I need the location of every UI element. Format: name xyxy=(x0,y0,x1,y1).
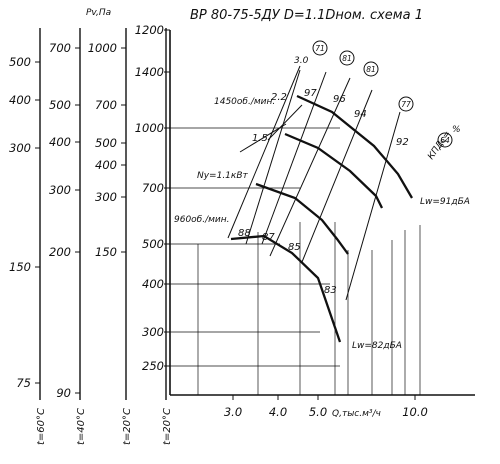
efficiency-circle-label: 81 xyxy=(342,54,352,63)
pressure-curve xyxy=(296,94,413,199)
efficiency-label: 83 xyxy=(324,285,337,296)
y-tick-label: 1200 xyxy=(135,23,164,37)
scale-tick-label: 700 xyxy=(95,98,117,112)
pressure-curve xyxy=(255,182,349,255)
x-tick-label: 3.0 xyxy=(224,405,242,419)
y-tick-label: 700 xyxy=(142,181,164,195)
speed-label: 960об./мин. xyxy=(174,215,230,225)
x-tick-label: 5.0 xyxy=(309,405,327,419)
power-line xyxy=(267,104,303,141)
pressure-curve xyxy=(230,234,342,343)
y-tick-label: 500 xyxy=(142,237,164,251)
pressure-curve xyxy=(284,132,384,209)
x-axis-label: Q,тыс.м³/ч xyxy=(332,409,381,419)
efficiency-circle xyxy=(398,96,414,112)
efficiency-circle-label: 64 xyxy=(440,136,450,145)
efficiency-circle-label: 81 xyxy=(366,65,376,74)
scale-tick-label: 400 xyxy=(95,158,117,172)
x-tick-label: 4.0 xyxy=(269,405,287,419)
efficiency-circle-label: 71 xyxy=(315,44,325,53)
efficiency-line xyxy=(261,71,327,245)
scale-tick-label: 150 xyxy=(9,260,31,274)
scale-tick-label: 400 xyxy=(9,93,31,107)
power-label: Ny=1.1кВт xyxy=(197,171,249,181)
efficiency-circle xyxy=(437,132,453,148)
scale-tick-label: 400 xyxy=(49,135,71,149)
scale-tick-label: 200 xyxy=(49,245,71,259)
rpm-label: 3.0 xyxy=(294,56,309,66)
scale-tick-label: 500 xyxy=(9,55,31,69)
noise-label: Lw=91дБА xyxy=(420,197,470,207)
efficiency-line xyxy=(301,89,373,263)
scale-tick-label: 75 xyxy=(16,376,31,390)
efficiency-line xyxy=(345,111,401,301)
efficiency-circle xyxy=(339,50,355,66)
scale-tick-label: 1000 xyxy=(88,41,117,55)
efficiency-label: 94 xyxy=(354,109,367,120)
left-scales: t=60°C 500 400 300 150 75 t=40°C 700 500 400 300 20… xyxy=(9,28,173,445)
y-tick-label: 250 xyxy=(142,359,164,373)
y-tick-label: 300 xyxy=(142,325,164,339)
efficiency-label: 87 xyxy=(262,232,275,243)
annotations: 2.2 1.5 Ny=1.1кВт 1450об./мин. 960об./мин. 3.… xyxy=(174,40,470,351)
chart-title: ВР 80-75-5ДУ D=1.1Dном. схема 1 xyxy=(190,8,423,23)
efficiency-circle xyxy=(312,40,328,56)
power-label: 2.2 xyxy=(271,92,287,103)
axes: 1200 1400 1000 700 500 400 300 250 3.0 4.0 5.0 10.0… xyxy=(135,23,475,419)
efficiency-label: 97 xyxy=(304,88,317,99)
scale-tick-label: 150 xyxy=(95,245,117,259)
scale-tick-label: 700 xyxy=(49,41,71,55)
scale-label: t=20°C xyxy=(162,408,173,445)
efficiency-circle xyxy=(363,61,379,77)
scale-tick-label: 90 xyxy=(56,386,71,400)
speed-label: 1450об./мин. xyxy=(214,97,275,107)
y-tick-label: 1400 xyxy=(135,65,164,79)
scale-label: t=60°C xyxy=(36,408,47,445)
efficiency-label: 92 xyxy=(396,137,409,148)
scale-tick-label: 300 xyxy=(95,190,117,204)
grid-lines xyxy=(170,127,421,395)
efficiency-label: 85 xyxy=(288,242,301,253)
curves xyxy=(227,65,413,343)
efficiency-line xyxy=(269,77,351,257)
efficiency-label: 96 xyxy=(333,94,346,105)
scale-label: t=40°C xyxy=(76,408,87,445)
scale-label: t=20°C xyxy=(122,408,133,445)
noise-label: Lw=82дБА xyxy=(352,341,402,351)
y-tick-label: 1000 xyxy=(135,121,164,135)
y-tick-label: 400 xyxy=(142,277,164,291)
power-line xyxy=(227,65,301,239)
x-tick-label: 10.0 xyxy=(402,405,428,419)
power-label: 1.5 xyxy=(252,133,268,144)
percent-sign: % xyxy=(452,125,461,135)
scale-tick-label: 500 xyxy=(49,98,71,112)
scale-tick-label: 300 xyxy=(9,141,31,155)
scale-tick-label: 300 xyxy=(49,183,71,197)
scale-tick-label: 500 xyxy=(95,136,117,150)
pv-label: Pv,Па xyxy=(86,8,111,18)
efficiency-line xyxy=(245,69,301,245)
efficiency-circle-label: 77 xyxy=(401,100,411,109)
efficiency-label: 88 xyxy=(238,228,251,239)
